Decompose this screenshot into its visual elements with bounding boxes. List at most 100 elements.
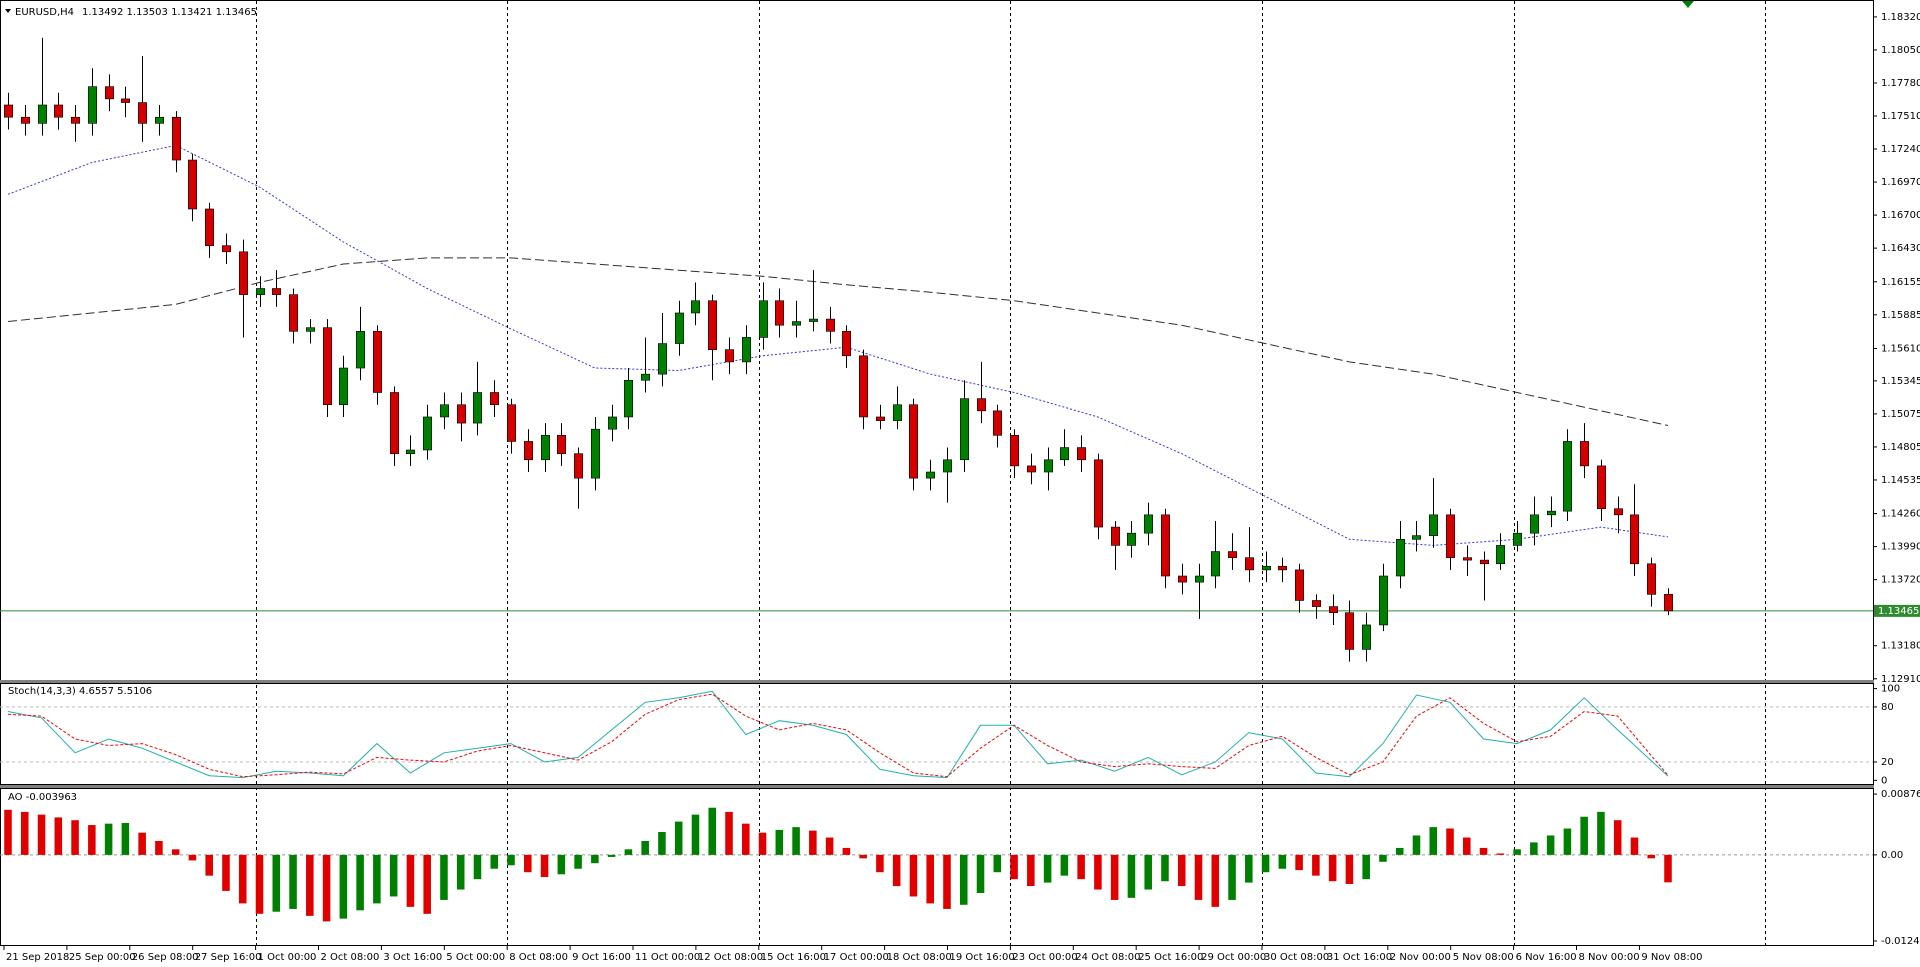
y-tick-label: 1.16430 [1881,243,1920,254]
candle-body [691,300,700,314]
stoch-line [7,693,1669,778]
candle-body [1027,465,1036,473]
ao-bar [809,830,817,855]
ao-bar [859,854,867,859]
pane-divider [0,680,1874,683]
x-tick-label: 26 Sep 08:00 [132,952,199,963]
ao-bar [1127,854,1136,898]
candle-body [675,312,684,344]
candle-body [977,398,986,412]
candle-body [256,288,265,295]
ao-bar [1362,854,1370,880]
ao-bar [742,823,750,855]
x-tick-label: 15 Oct 16:00 [761,952,826,963]
ao-bar [37,814,46,855]
ao-bar [1379,854,1387,862]
candle-body [1362,624,1371,650]
y-tick-label: 1.17780 [1881,78,1920,89]
x-tick-label: 12 Oct 08:00 [698,952,763,963]
ao-bar [1496,853,1505,855]
candle-body [88,86,97,124]
ao-bar [1412,835,1421,855]
candle-body [306,327,315,332]
ao-bar [775,829,784,855]
candle-body [1580,441,1589,467]
candle-body [423,416,432,451]
y-tick-label: 1.17510 [1881,111,1920,122]
ao-bar [1094,854,1102,890]
ao-bar [1228,854,1236,900]
ao-bar [20,811,29,855]
candle-body [759,300,768,338]
candle-body [1044,459,1053,473]
ao-bar [1110,854,1119,900]
candle-body [188,159,197,210]
x-tick-label: 19 Oct 16:00 [950,952,1015,963]
ao-bar [104,823,113,855]
candle-body [54,104,63,118]
candle-body [742,337,751,363]
candle-body [1211,551,1220,577]
ao-bar [171,849,180,855]
candle-body [1094,459,1103,528]
ao-bar [993,854,1002,873]
ao-bar [1194,854,1203,900]
candle-body [1379,575,1388,626]
y-tick-label: 1.18320 [1881,12,1920,23]
y-tick-label: 1.12910 [1881,674,1920,685]
ao-bar [825,837,834,855]
candle-body [1463,557,1472,561]
ao-bar [1177,854,1186,887]
ao-bar [943,854,951,909]
candle-body [993,410,1002,436]
candle-body [1329,606,1338,614]
trade-marker [1682,1,1694,8]
ao-bar [155,841,163,855]
y-tick-label: 1.13180 [1881,641,1920,652]
candle-body [1597,465,1606,510]
candle-body [1111,526,1120,546]
ao-bar [792,827,800,855]
candle-body [1228,551,1237,558]
candle-body [624,379,633,418]
ao-bar [691,814,700,855]
y-tick-label: 1.16155 [1881,277,1920,288]
x-tick-label: 25 Oct 16:00 [1138,952,1203,963]
candle-body [1446,514,1455,558]
y-tick-label: 20 [1881,757,1894,768]
candle-body [1345,612,1354,650]
ao-bar [322,854,331,922]
ao-bar [1546,835,1555,855]
x-tick-label: 31 Oct 16:00 [1327,952,1392,963]
ao-pane [0,788,1874,946]
x-tick-label: 5 Nov 08:00 [1453,952,1514,963]
y-tick-label: 1.13990 [1881,542,1920,553]
ao-bar [1261,854,1270,873]
candle-body [658,343,667,375]
candle-body [1614,508,1623,516]
candle-body [591,428,600,479]
candle-body [390,392,399,454]
ao-bar [423,854,431,914]
ao-bar [1010,854,1018,880]
candle-body [1144,514,1153,534]
candle-body [1312,600,1321,607]
candle-body [1563,441,1572,512]
ao-bar [976,854,985,893]
ao-bar [641,841,649,855]
ao-bar [188,854,197,861]
ao-bar [289,854,297,909]
ao-bar [1563,828,1572,855]
y-tick-label: 80 [1881,702,1894,713]
y-tick-label: 0.008768 [1881,789,1920,800]
menu-triangle[interactable] [5,9,11,13]
x-tick-label: 17 Oct 00:00 [824,952,889,963]
candle-body [138,102,147,124]
candle-body [909,404,918,479]
ao-bar [339,854,348,919]
x-tick-label: 5 Oct 00:00 [446,952,505,963]
candle-body [574,453,583,479]
candle-body [105,86,114,100]
candle-body [1278,565,1287,571]
candle-body [1262,565,1271,571]
